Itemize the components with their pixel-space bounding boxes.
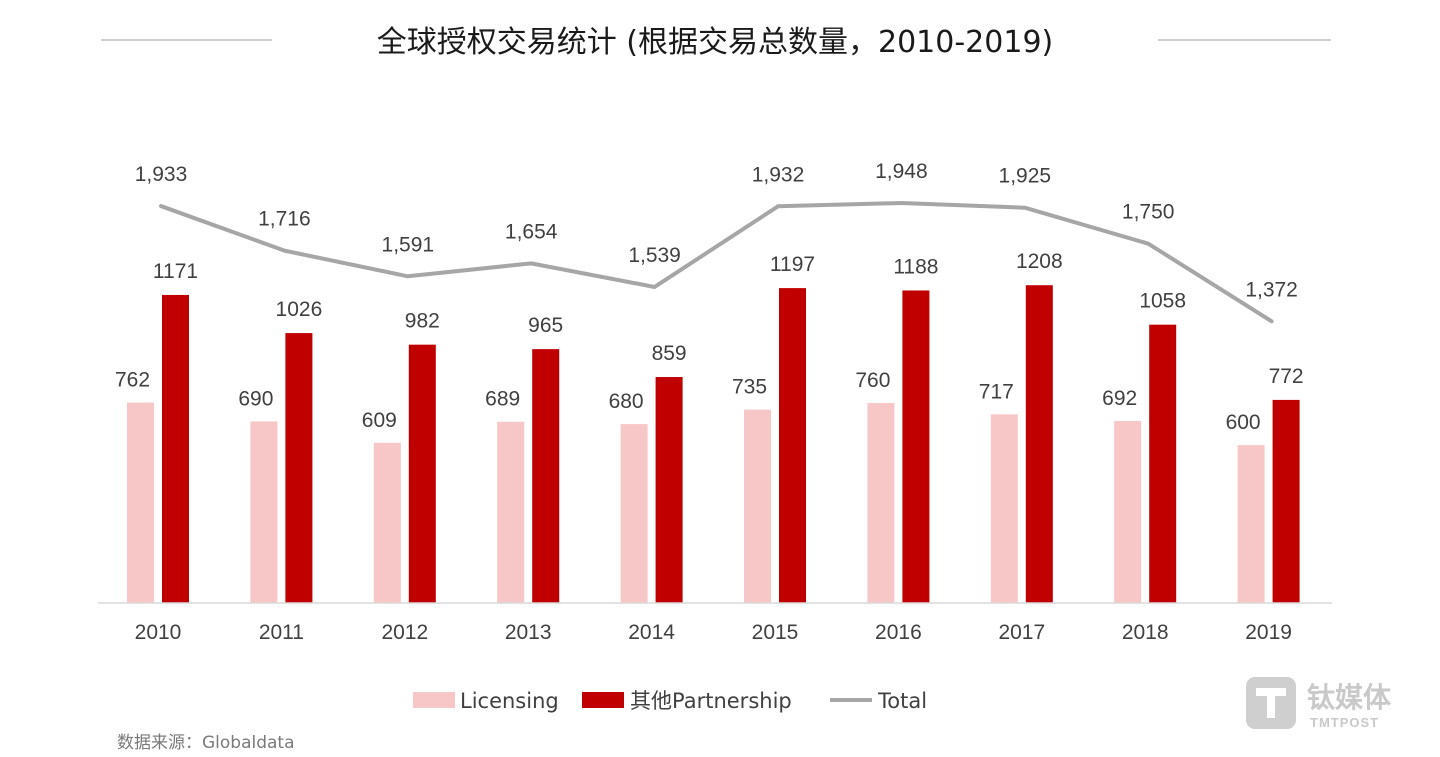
- watermark: 钛媒体 TMTPOST: [1246, 677, 1392, 730]
- bar-licensing-2019: [1237, 445, 1265, 603]
- bar-partnership-2015: [779, 288, 806, 603]
- total-line: [159, 200, 1274, 324]
- label-partnership-2014: 859: [652, 342, 687, 365]
- x-tick-labels: 2010 2011 2012 2013 2014 2015 2016 2017 2018 2019: [135, 621, 1292, 644]
- label-partnership-2017: 1208: [1016, 250, 1063, 273]
- label-licensing-2016: 760: [855, 369, 890, 392]
- legend-label-licensing: Licensing: [460, 689, 559, 713]
- label-licensing-2012: 609: [362, 409, 397, 432]
- bar-licensing-2015: [744, 409, 771, 603]
- label-partnership-2016: 1188: [893, 255, 938, 278]
- label-total-2017: 1,925: [999, 165, 1052, 188]
- watermark-logo-stem: [1267, 688, 1275, 718]
- label-partnership-2015: 1197: [770, 253, 815, 276]
- x-tick-2010: 2010: [135, 621, 182, 644]
- label-partnership-2011: 1026: [276, 298, 323, 321]
- bars-partnership: [162, 285, 1300, 603]
- bar-partnership-2013: [532, 349, 560, 603]
- bar-partnership-2019: [1272, 399, 1300, 603]
- label-licensing-2018: 692: [1102, 387, 1137, 410]
- source-note: 数据来源：Globaldata: [117, 733, 295, 753]
- watermark-sub: TMTPOST: [1310, 715, 1379, 730]
- label-licensing-2014: 680: [609, 390, 644, 413]
- label-total-2014: 1,539: [628, 244, 681, 267]
- x-tick-2011: 2011: [259, 621, 304, 644]
- label-total-2010: 1,933: [135, 163, 188, 186]
- legend-swatch-licensing: [413, 692, 455, 708]
- bar-licensing-2011: [250, 421, 278, 603]
- bar-partnership-2014: [655, 377, 683, 603]
- x-tick-2016: 2016: [875, 621, 922, 644]
- total-value-labels: 1,933 1,716 1,591 1,654 1,539 1,932 1,948 1,925…: [135, 160, 1298, 301]
- legend-label-partnership: 其他Partnership: [630, 689, 792, 713]
- label-total-2015: 1,932: [752, 163, 805, 186]
- bar-value-labels: 762 1171 690 1026 609 982 689 965 680 859 735 1197 7…: [115, 250, 1304, 434]
- label-licensing-2015: 735: [732, 376, 767, 399]
- label-licensing-2010: 762: [115, 369, 150, 392]
- x-tick-2012: 2012: [381, 621, 428, 644]
- legend: Licensing 其他Partnership Total: [413, 689, 927, 713]
- bar-partnership-2017: [1025, 285, 1053, 603]
- label-licensing-2019: 600: [1226, 411, 1261, 434]
- x-tick-2015: 2015: [752, 621, 799, 644]
- bar-partnership-2010: [162, 294, 189, 603]
- x-tick-2019: 2019: [1245, 621, 1292, 644]
- label-partnership-2010: 1171: [153, 260, 198, 283]
- bar-partnership-2012: [408, 344, 436, 603]
- watermark-name: 钛媒体: [1307, 681, 1392, 714]
- label-total-2012: 1,591: [382, 233, 435, 256]
- label-partnership-2012: 982: [405, 310, 440, 333]
- x-tick-2013: 2013: [505, 621, 552, 644]
- label-total-2016: 1,948: [875, 160, 928, 183]
- bar-licensing-2010: [127, 402, 154, 603]
- label-total-2018: 1,750: [1122, 201, 1175, 224]
- x-tick-2014: 2014: [628, 621, 675, 644]
- total-line-group: [159, 200, 1274, 324]
- bar-partnership-2018: [1149, 324, 1177, 603]
- bar-partnership-2016: [902, 290, 930, 603]
- x-tick-2017: 2017: [998, 621, 1045, 644]
- bar-licensing-2016: [867, 403, 895, 603]
- label-total-2019: 1,372: [1245, 278, 1298, 301]
- x-tick-2018: 2018: [1122, 621, 1169, 644]
- label-licensing-2013: 689: [485, 388, 520, 411]
- label-partnership-2013: 965: [528, 314, 563, 337]
- bar-licensing-2017: [990, 414, 1018, 603]
- bar-partnership-2011: [285, 333, 313, 603]
- label-licensing-2011: 690: [238, 387, 273, 410]
- bar-licensing-2014: [620, 424, 648, 603]
- bars-licensing: [127, 402, 1265, 603]
- label-total-2011: 1,716: [258, 208, 311, 231]
- label-total-2013: 1,654: [505, 220, 558, 243]
- label-partnership-2018: 1058: [1139, 290, 1186, 313]
- bar-licensing-2018: [1114, 420, 1142, 603]
- bar-licensing-2013: [497, 421, 525, 603]
- legend-label-total: Total: [877, 689, 927, 713]
- label-licensing-2017: 717: [979, 380, 1014, 403]
- label-partnership-2019: 772: [1269, 365, 1304, 388]
- legend-swatch-partnership: [582, 692, 624, 708]
- bar-licensing-2012: [373, 442, 401, 603]
- chart-title: 全球授权交易统计 (根据交易总数量，2010-2019): [377, 25, 1053, 60]
